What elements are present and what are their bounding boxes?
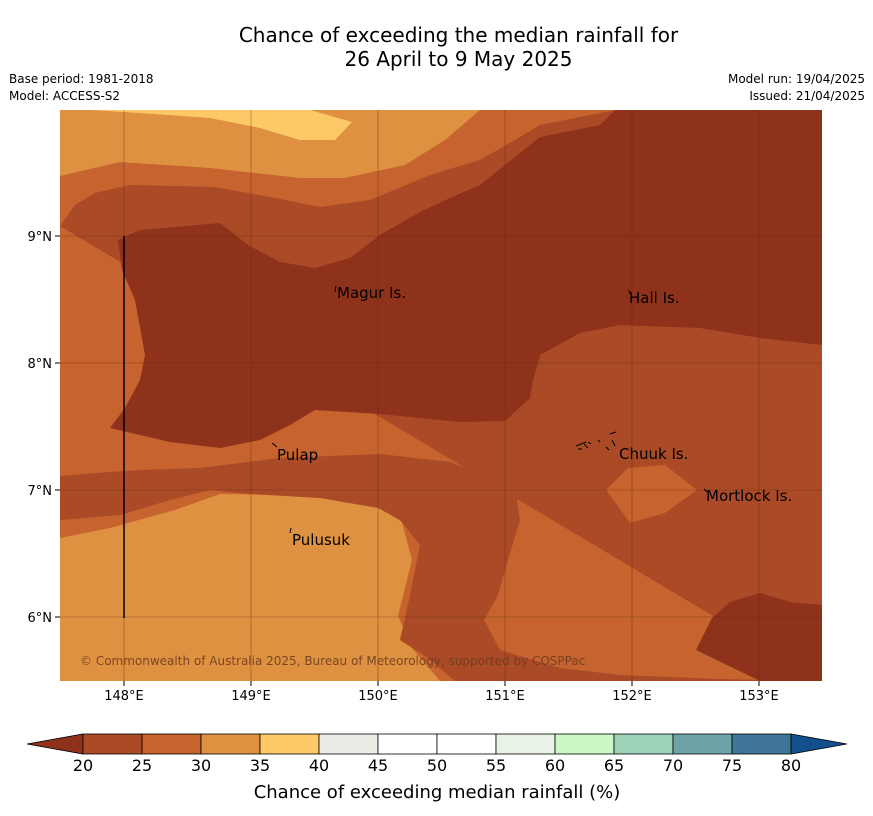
colorbar-segment xyxy=(141,733,202,755)
colorbar-tick-label: 70 xyxy=(663,756,683,775)
colorbar-tick-label: 30 xyxy=(191,756,211,775)
colorbar-segment xyxy=(259,733,320,755)
base-period-text: Base period: 1981-2018 xyxy=(9,72,154,86)
issued-text: Issued: 21/04/2025 xyxy=(749,89,865,103)
colorbar-segment xyxy=(82,733,143,755)
model-text: Model: ACCESS-S2 xyxy=(9,89,121,103)
colorbar-tick-label: 40 xyxy=(309,756,329,775)
colorbar-label: Chance of exceeding median rainfall (%) xyxy=(254,782,621,803)
colorbar-segment xyxy=(318,733,379,755)
colorbar-tick-label: 75 xyxy=(722,756,742,775)
chart-title-line1: Chance of exceeding the median rainfall … xyxy=(238,23,679,47)
colorbar-high-extend xyxy=(790,733,848,755)
colorbar-segment xyxy=(613,733,674,755)
y-tick-label: 9°N xyxy=(28,230,53,245)
colorbar-tick-label: 80 xyxy=(781,756,801,775)
x-tick-label: 148°E xyxy=(104,689,144,704)
place-label-chuuk: Chuuk Is. xyxy=(619,445,688,463)
place-label-pulusuk: Pulusuk xyxy=(292,531,350,549)
place-label-magur: Magur Is. xyxy=(337,284,406,302)
colorbar-tick-label: 45 xyxy=(368,756,388,775)
colorbar-tick-label: 50 xyxy=(427,756,447,775)
colorbar-tick-label: 35 xyxy=(250,756,270,775)
colorbar-segment xyxy=(436,733,497,755)
colorbar-tick-label: 55 xyxy=(486,756,506,775)
model-run-text: Model run: 19/04/2025 xyxy=(727,72,865,86)
y-tick-label: 6°N xyxy=(28,611,53,626)
island-marks xyxy=(271,285,708,534)
colorbar-segment xyxy=(377,733,438,755)
contour-fill xyxy=(60,110,822,681)
colorbar-low-extend xyxy=(26,733,84,755)
colorbar-segment xyxy=(672,733,733,755)
colorbar-tick-label: 65 xyxy=(604,756,624,775)
colorbar xyxy=(26,733,848,755)
copyright-text: © Commonwealth of Australia 2025, Bureau… xyxy=(80,654,585,668)
x-tick-label: 152°E xyxy=(612,689,652,704)
x-tick-label: 149°E xyxy=(231,689,271,704)
x-tick-label: 151°E xyxy=(485,689,525,704)
y-tick-label: 8°N xyxy=(28,357,53,372)
place-label-mortlock: Mortlock Is. xyxy=(706,487,792,505)
x-tick-label: 150°E xyxy=(358,689,398,704)
x-tick-label: 153°E xyxy=(739,689,779,704)
colorbar-tick-label: 25 xyxy=(132,756,152,775)
place-label-hall: Hall Is. xyxy=(629,289,680,307)
colorbar-segment xyxy=(731,733,792,755)
colorbar-segment xyxy=(554,733,615,755)
chart-title-line2: 26 April to 9 May 2025 xyxy=(344,47,573,71)
place-label-pulap: Pulap xyxy=(277,446,318,464)
colorbar-segment xyxy=(200,733,261,755)
y-tick-label: 7°N xyxy=(28,484,53,499)
colorbar-tick-label: 60 xyxy=(545,756,565,775)
colorbar-tick-label: 20 xyxy=(73,756,93,775)
colorbar-segment xyxy=(495,733,556,755)
